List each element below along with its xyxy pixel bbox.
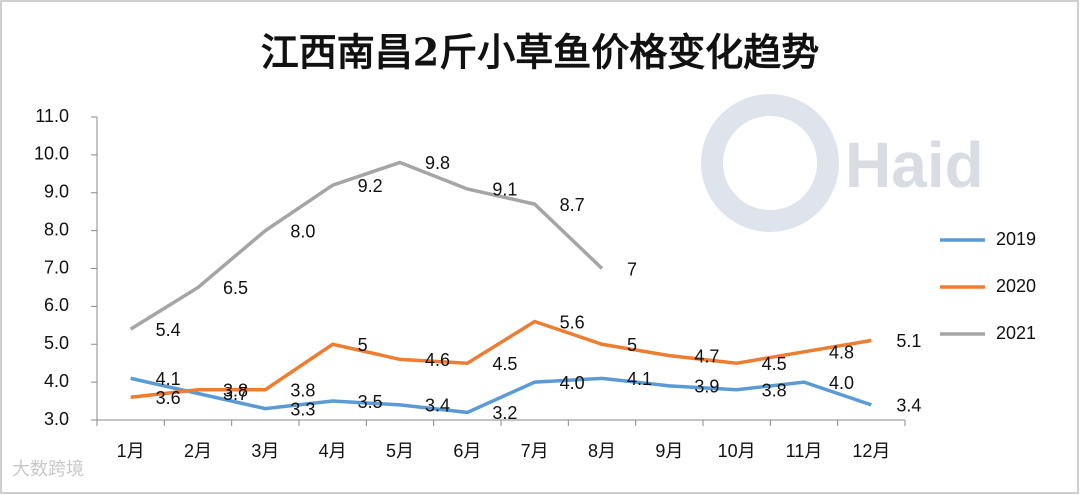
data-label: 3.5: [358, 392, 383, 412]
x-tick-label: 5月: [386, 441, 414, 461]
data-label: 3.3: [290, 399, 315, 419]
y-tick-label: 3.0: [44, 409, 69, 429]
x-tick-label: 8月: [588, 441, 616, 461]
data-label: 3.2: [492, 403, 517, 423]
legend-label: 2020: [996, 276, 1036, 296]
y-tick-label: 7.0: [44, 257, 69, 277]
chart-title: 江西南昌2斤小草鱼价格变化趋势: [261, 30, 819, 75]
y-tick-label: 11.0: [35, 106, 69, 126]
data-label: 5: [358, 335, 368, 355]
data-label: 8.7: [560, 195, 585, 215]
data-label: 3.6: [156, 388, 181, 408]
x-tick-label: 2月: [184, 441, 212, 461]
data-label: 4.1: [156, 369, 181, 389]
data-label: 4.0: [829, 373, 854, 393]
data-label: 5.1: [896, 331, 921, 351]
data-label: 5.6: [560, 312, 585, 332]
data-label: 4.7: [694, 346, 719, 366]
x-tick-label: 3月: [251, 441, 279, 461]
x-tick-label: 4月: [319, 441, 347, 461]
data-label: 3.8: [290, 380, 315, 400]
data-label: 4.1: [627, 369, 652, 389]
data-label: 9.1: [492, 180, 517, 200]
x-tick-label: 7月: [521, 441, 549, 461]
x-tick-label: 10月: [718, 441, 756, 461]
y-tick-label: 9.0: [44, 182, 69, 202]
x-tick-label: 6月: [453, 441, 481, 461]
data-label: 3.4: [896, 396, 921, 416]
x-tick-label: 11月: [786, 441, 823, 461]
data-label: 5: [627, 335, 637, 355]
data-label: 3.4: [425, 396, 450, 416]
legend-label: 2021: [996, 323, 1036, 343]
data-label: 4.8: [829, 343, 854, 363]
y-tick-label: 4.0: [44, 371, 69, 391]
data-label: 6.5: [223, 278, 248, 298]
watermark-logo: [701, 94, 839, 232]
watermark: Haid: [845, 129, 984, 201]
x-tick-label: 1月: [117, 441, 145, 461]
y-tick-label: 8.0: [44, 219, 69, 239]
data-label: 9.2: [358, 176, 383, 196]
y-tick-label: 5.0: [44, 333, 69, 353]
data-label: 4.6: [425, 350, 450, 370]
data-label: 3.8: [223, 380, 248, 400]
data-label: 4.5: [492, 354, 517, 374]
series-line: [130, 319, 872, 400]
data-label: 4.5: [762, 354, 787, 374]
data-label: 3.8: [762, 380, 787, 400]
x-tick-label: 9月: [655, 441, 683, 461]
data-label: 3.9: [694, 377, 719, 397]
x-tick-label: 12月: [852, 441, 890, 461]
legend-label: 2019: [996, 229, 1036, 249]
y-tick-label: 6.0: [44, 295, 69, 315]
y-tick-label: 10.0: [34, 144, 69, 164]
data-label: 5.4: [156, 320, 181, 340]
data-label: 7: [627, 259, 637, 279]
watermark-source: 大数跨境: [12, 459, 84, 479]
data-label: 9.8: [425, 153, 450, 173]
series-line: [129, 160, 604, 331]
data-label: 4.0: [560, 373, 585, 393]
data-label: 8.0: [290, 221, 315, 241]
series-line: [130, 376, 872, 415]
